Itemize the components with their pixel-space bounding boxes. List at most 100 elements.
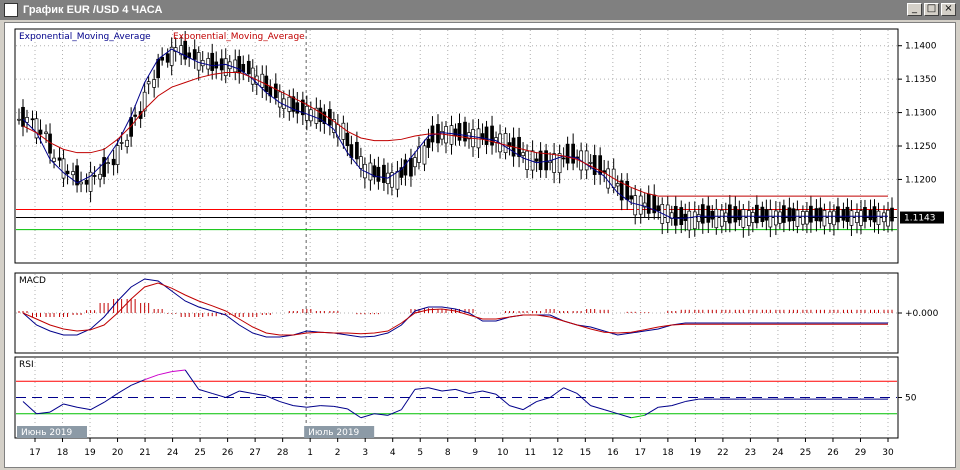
candle-body (503, 133, 508, 154)
rsi-line-segment (158, 371, 172, 376)
rsi-line-segment (49, 403, 64, 413)
candle-body (633, 195, 638, 216)
candle-body (890, 207, 894, 222)
candle-body (318, 107, 323, 123)
rsi-line-segment (279, 401, 294, 407)
rsi-line-segment (428, 387, 443, 392)
candle-body (683, 213, 688, 221)
candle-body (836, 206, 840, 223)
candle-body (687, 210, 692, 231)
rsi-line-segment (293, 405, 307, 408)
rsi-line-segment (631, 414, 645, 419)
candle-body (673, 205, 678, 226)
candle-body (750, 212, 755, 223)
candle-body (552, 153, 556, 173)
candle-body (196, 52, 201, 71)
rsi-line-segment (171, 369, 186, 373)
candle-body (25, 117, 29, 123)
candle-body (774, 210, 778, 226)
rsi-line-segment (495, 393, 510, 406)
close-button[interactable]: × (941, 3, 956, 16)
candle-body (417, 146, 421, 163)
candle-body (805, 211, 809, 225)
candle-body (84, 179, 89, 185)
candle-body (92, 175, 97, 177)
rsi-line-segment (347, 408, 362, 419)
minimize-button[interactable]: _ (907, 3, 922, 16)
x-tick-label: 22 (717, 448, 728, 458)
candle-body (629, 195, 634, 200)
candle-body (565, 143, 570, 164)
candle-body (75, 165, 79, 186)
candle-body (30, 118, 35, 121)
candle-body (845, 206, 850, 222)
candle-body (791, 208, 796, 222)
candle-body (422, 145, 427, 165)
candle-body (656, 205, 661, 212)
candle-body (152, 79, 157, 88)
window-titlebar[interactable]: График EUR /USD 4 ЧАСА _ □ × (0, 0, 960, 20)
candle-body (165, 53, 170, 63)
rsi-line-segment (144, 374, 159, 381)
candle-body (250, 67, 255, 85)
candle-body (642, 202, 647, 208)
candle-body (133, 114, 137, 117)
candle-body (210, 52, 215, 71)
candle-body (359, 156, 363, 169)
rsi-line-segment (468, 390, 483, 394)
x-tick-label: 4 (390, 448, 396, 458)
candle-body (403, 159, 408, 176)
candle-body (463, 121, 467, 142)
candle-body (183, 40, 188, 60)
candle-body (818, 207, 823, 222)
candle-body (179, 45, 184, 56)
current-price-badge (900, 211, 944, 224)
x-tick-label: 24 (772, 448, 784, 458)
candle-body (71, 171, 75, 176)
candle-body (426, 138, 431, 148)
maximize-button[interactable]: □ (924, 3, 939, 16)
candle-body (872, 206, 877, 223)
candle-body (746, 210, 751, 226)
x-tick-label: 28 (277, 448, 289, 458)
chart-frame[interactable]: 17 18 19 20 21 24 25 26 27 28 1 2 3 4 5 8 9 10 11 12 15 16 17 1… (4, 22, 956, 468)
candle-body (395, 171, 400, 190)
x-tick-label: 20 (112, 448, 124, 458)
candle-body (260, 73, 265, 88)
candle-body (372, 165, 377, 178)
rsi-line-segment (103, 393, 118, 403)
candle-body (859, 210, 863, 226)
candle-body (733, 206, 738, 223)
candle-body (822, 209, 827, 227)
candle-body (521, 152, 525, 156)
x-tick-label: 9 (472, 448, 478, 458)
rsi-line-segment (374, 413, 388, 416)
candle-body (665, 204, 670, 223)
month-label: Июнь 2019 (21, 428, 73, 438)
rsi-line-segment (63, 403, 78, 408)
candle-body (409, 157, 413, 177)
candle-body (223, 58, 228, 77)
x-tick-label: 25 (800, 448, 811, 458)
chart-canvas[interactable]: 17 18 19 20 21 24 25 26 27 28 1 2 3 4 5 8 9 10 11 12 15 16 17 1… (5, 23, 955, 467)
month-label: Июль 2019 (308, 428, 359, 438)
x-tick-label: 1 (307, 448, 313, 458)
rsi-line-segment (225, 390, 240, 398)
candle-body (841, 209, 846, 221)
candle-body (592, 155, 597, 175)
candle-body (548, 160, 552, 163)
candle-body (544, 150, 548, 171)
month-badge (304, 426, 375, 438)
candle-body (768, 209, 773, 228)
candle-body (102, 157, 106, 177)
candle-body (557, 153, 562, 174)
candle-body (156, 58, 161, 79)
x-tick-label: 10 (497, 448, 509, 458)
candle-body (273, 83, 278, 98)
candle-body (760, 206, 765, 222)
rsi-line-segment (685, 398, 699, 403)
ema-legend-1: Exponential_Moving_Average (19, 32, 151, 42)
month-badge (17, 426, 87, 438)
rsi-line-segment (441, 388, 456, 392)
rsi-line-segment (644, 406, 659, 416)
